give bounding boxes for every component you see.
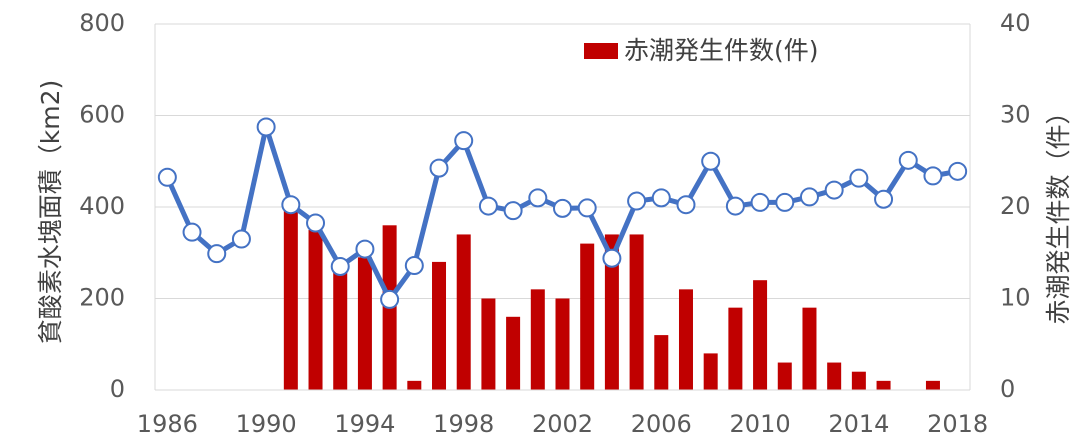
line-point	[553, 198, 572, 218]
legend: 赤潮発生件数(件)	[584, 36, 819, 65]
bar	[530, 289, 545, 390]
x-tick-label: 2002	[532, 410, 593, 438]
line-point	[380, 289, 400, 309]
left-y-tick-label: 600	[79, 101, 125, 129]
x-tick-label: 2010	[730, 410, 791, 438]
right-y-tick-label: 30	[1000, 101, 1031, 129]
line-point	[849, 168, 869, 188]
x-tick-label: 2018	[927, 410, 988, 438]
line-point	[306, 213, 326, 233]
line-point	[503, 201, 523, 221]
line-point	[231, 229, 251, 249]
bar	[678, 289, 693, 390]
line-point	[454, 131, 474, 151]
x-tick-label: 1994	[334, 410, 395, 438]
line-point	[207, 244, 227, 264]
line-point	[157, 167, 177, 187]
bar	[728, 307, 743, 390]
bar	[777, 362, 792, 390]
line-point	[627, 191, 647, 211]
bar	[308, 229, 323, 390]
right-y-tick-label: 0	[1000, 375, 1015, 403]
line-point	[824, 180, 844, 200]
line-point	[330, 256, 350, 276]
line-point	[256, 117, 276, 137]
bar	[851, 371, 866, 390]
bar	[481, 298, 496, 390]
hypoxia-line	[157, 117, 968, 309]
bar	[407, 380, 422, 390]
bar	[703, 353, 718, 390]
x-tick-label: 2014	[828, 410, 889, 438]
line-point	[701, 151, 721, 171]
bar	[456, 234, 471, 390]
left-y-tick-label: 800	[79, 9, 125, 37]
bar	[555, 298, 570, 390]
line-point	[404, 256, 424, 276]
bar	[580, 243, 595, 390]
bar	[876, 380, 891, 390]
line-point	[898, 150, 918, 170]
line-point	[528, 188, 548, 208]
x-tick-label: 1986	[137, 410, 198, 438]
x-tick-label: 1990	[236, 410, 297, 438]
line-point	[651, 188, 671, 208]
bar	[283, 207, 298, 390]
line-point	[281, 195, 301, 215]
line-point	[602, 248, 622, 268]
line-point	[775, 192, 795, 212]
right-y-tick-label: 20	[1000, 192, 1031, 220]
bar	[432, 261, 447, 390]
line-point	[923, 166, 943, 186]
bar	[604, 234, 619, 390]
line-point	[948, 161, 968, 181]
right-axis-label: 赤潮発生件数（件）	[1044, 99, 1073, 324]
bar	[357, 257, 372, 390]
line-point	[725, 196, 745, 216]
bar	[827, 362, 842, 390]
line-point	[182, 222, 202, 242]
right-y-tick-label: 40	[1000, 9, 1031, 37]
bar	[753, 280, 768, 390]
bar	[506, 316, 521, 390]
left-axis-label: 貧酸素水塊面積（km2)	[36, 80, 65, 345]
line-point	[750, 192, 770, 212]
bar	[654, 335, 669, 390]
legend-label: 赤潮発生件数(件)	[624, 36, 819, 65]
axes: 0 200 400 600 800 0 10 20 30 40 1986 1990 1994 1998 20…	[79, 9, 1030, 438]
line-point	[799, 187, 819, 207]
x-tick-label: 1998	[433, 410, 494, 438]
bar	[333, 266, 348, 390]
line-point	[874, 189, 894, 209]
line-point	[355, 239, 375, 259]
x-tick-label: 2006	[631, 410, 692, 438]
line-point	[478, 196, 498, 216]
red-tide-bars	[283, 207, 940, 390]
bar	[629, 234, 644, 390]
bar	[925, 380, 940, 390]
left-y-tick-label: 400	[79, 192, 125, 220]
right-y-tick-label: 10	[1000, 284, 1031, 312]
line-point	[577, 198, 597, 218]
line-point	[676, 195, 696, 215]
left-y-tick-label: 200	[79, 284, 125, 312]
left-y-tick-label: 0	[110, 375, 125, 403]
legend-swatch	[584, 43, 618, 59]
bar	[802, 307, 817, 390]
line-point	[429, 158, 449, 178]
